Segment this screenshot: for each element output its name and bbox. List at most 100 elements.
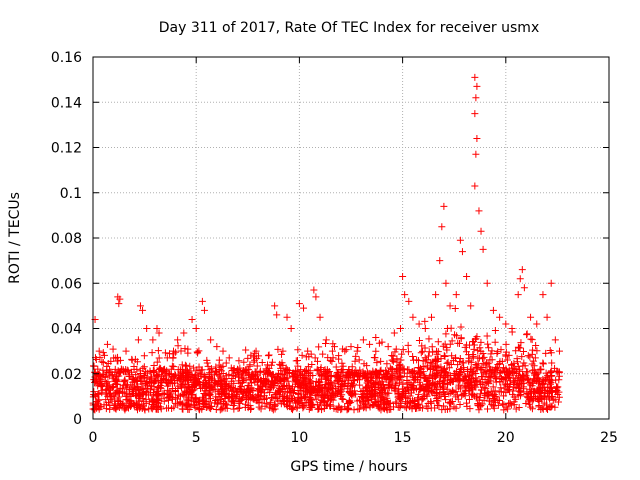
data-point [159,368,167,376]
data-point [363,362,371,370]
data-point [532,371,540,379]
data-point [222,359,230,367]
data-point [333,376,341,384]
data-point [322,369,330,377]
data-point [365,381,373,389]
data-point [456,236,464,244]
data-point [135,374,143,382]
data-point [242,346,250,354]
y-tick-label: 0.1 [60,186,82,202]
data-point [109,345,117,353]
data-point [312,377,320,385]
data-point [452,404,460,412]
data-points [89,73,563,414]
data-point [433,372,441,380]
data-point [487,387,495,395]
data-point [496,358,504,366]
data-point [366,369,374,377]
data-point [332,405,340,413]
y-tick-label: 0.12 [51,141,82,157]
data-point [297,371,305,379]
data-point [235,398,243,406]
data-point [322,383,330,391]
data-point [283,389,291,397]
data-point [554,398,562,406]
data-point [348,363,356,371]
data-point [244,354,252,362]
data-point [546,347,554,355]
data-point [92,371,100,379]
data-point [418,396,426,404]
data-point [222,375,230,383]
data-point [254,381,262,389]
data-point [111,368,119,376]
data-point [280,397,288,405]
data-point [182,401,190,409]
data-point [195,367,203,375]
data-point [491,327,499,335]
data-point [228,387,236,395]
data-point [542,369,550,377]
data-point [533,320,541,328]
data-point [502,348,510,356]
data-point [391,348,399,356]
data-point [157,385,165,393]
data-point [425,335,433,343]
data-point [100,371,108,378]
data-point [275,387,283,395]
data-point [205,398,213,406]
data-point [508,361,516,369]
data-point [195,405,203,413]
data-point [523,331,531,339]
data-point [329,385,337,393]
data-point [549,396,557,404]
data-point [293,357,301,365]
data-point [308,396,316,404]
data-point [277,371,285,379]
data-point [547,369,555,377]
data-point [122,347,130,355]
data-point [448,337,456,345]
data-point [353,347,361,355]
data-point [116,295,124,303]
data-point [427,404,435,412]
data-point [442,330,450,338]
data-point [503,356,511,364]
data-point [529,346,537,354]
data-point [155,354,163,362]
data-point [414,401,422,409]
data-point [107,357,115,365]
data-point [489,306,497,314]
data-point [362,374,370,382]
data-point [247,351,255,359]
data-point [487,350,495,358]
data-point [268,358,276,366]
y-tick-label: 0.04 [51,322,82,338]
data-point [298,351,306,359]
data-point [535,403,543,411]
data-point [357,369,365,377]
data-point [140,397,148,405]
data-point [421,357,429,365]
data-point [214,388,222,396]
data-point [527,335,535,343]
data-point [476,402,484,410]
data-point [264,377,272,385]
data-point [169,347,177,355]
data-point [261,402,269,410]
data-point [115,300,123,308]
data-point [324,354,332,362]
data-point [225,393,233,401]
data-point [423,391,431,399]
data-point [467,302,475,310]
data-point [118,401,126,409]
data-point [322,336,330,344]
data-point [225,354,233,362]
data-point [334,406,342,414]
data-point [496,313,504,321]
data-point [262,382,270,390]
data-point [163,354,171,362]
data-point [174,342,182,350]
x-tick-label: 15 [394,430,412,446]
data-point [502,320,510,328]
